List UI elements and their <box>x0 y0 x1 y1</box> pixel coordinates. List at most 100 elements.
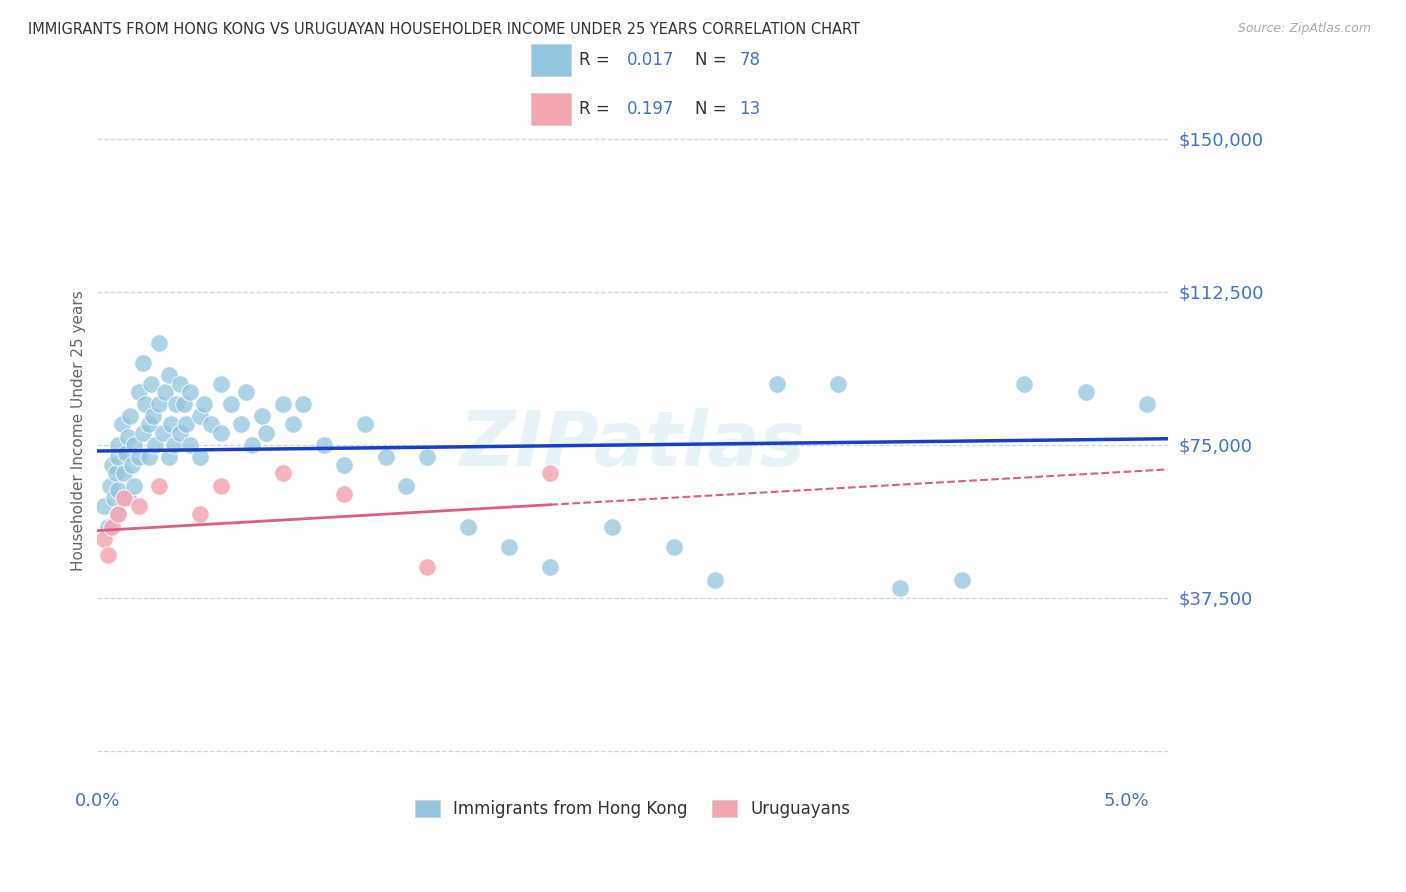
Point <box>416 560 439 574</box>
Point <box>100 519 122 533</box>
Text: N =: N = <box>695 51 731 69</box>
Text: 0.017: 0.017 <box>627 51 675 69</box>
Point <box>128 384 150 399</box>
Point <box>1136 397 1159 411</box>
Point <box>254 425 277 440</box>
Point <box>333 487 356 501</box>
Point <box>157 368 180 383</box>
Point <box>128 499 150 513</box>
Point <box>538 467 561 481</box>
Point <box>188 450 211 464</box>
Bar <box>531 94 571 126</box>
Point <box>131 356 153 370</box>
Point <box>107 483 129 497</box>
Text: N =: N = <box>695 101 731 119</box>
Point <box>128 450 150 464</box>
Point <box>173 397 195 411</box>
Text: 13: 13 <box>740 101 761 119</box>
Point <box>117 430 139 444</box>
Point <box>155 384 177 399</box>
Point <box>179 384 201 399</box>
Point <box>188 409 211 424</box>
Point <box>889 581 911 595</box>
Point <box>115 446 138 460</box>
Point <box>416 450 439 464</box>
Text: 0.197: 0.197 <box>627 101 675 119</box>
Point <box>271 467 294 481</box>
Bar <box>531 44 571 76</box>
Point <box>104 467 127 481</box>
Point <box>240 438 263 452</box>
Point <box>134 397 156 411</box>
Point <box>765 376 787 391</box>
Point <box>107 508 129 522</box>
Point <box>148 397 170 411</box>
Point <box>148 335 170 350</box>
Point <box>600 519 623 533</box>
Point <box>281 417 304 432</box>
Y-axis label: Householder Income Under 25 years: Householder Income Under 25 years <box>72 290 86 571</box>
Point <box>97 548 120 562</box>
Point <box>169 376 191 391</box>
Point <box>93 499 115 513</box>
Point <box>231 417 253 432</box>
Point <box>160 417 183 432</box>
Point <box>174 417 197 432</box>
Point <box>333 458 356 473</box>
Point <box>457 519 479 533</box>
Point <box>112 467 135 481</box>
Point <box>111 417 134 432</box>
Text: Source: ZipAtlas.com: Source: ZipAtlas.com <box>1237 22 1371 36</box>
Point <box>117 491 139 505</box>
Point <box>152 425 174 440</box>
Point <box>157 450 180 464</box>
Point <box>97 519 120 533</box>
Point <box>188 508 211 522</box>
Point <box>703 573 725 587</box>
Point <box>235 384 257 399</box>
Point <box>121 458 143 473</box>
Point <box>131 425 153 440</box>
Point <box>312 438 335 452</box>
Text: R =: R = <box>579 101 616 119</box>
Point <box>148 479 170 493</box>
Point <box>143 438 166 452</box>
Point <box>169 425 191 440</box>
Text: IMMIGRANTS FROM HONG KONG VS URUGUAYAN HOUSEHOLDER INCOME UNDER 25 YEARS CORRELA: IMMIGRANTS FROM HONG KONG VS URUGUAYAN H… <box>28 22 860 37</box>
Point <box>107 450 129 464</box>
Text: R =: R = <box>579 51 616 69</box>
Text: 78: 78 <box>740 51 761 69</box>
Point <box>395 479 418 493</box>
Point <box>120 409 142 424</box>
Point <box>193 397 215 411</box>
Point <box>209 425 232 440</box>
Point <box>209 479 232 493</box>
Point <box>354 417 377 432</box>
Point <box>112 491 135 505</box>
Point <box>827 376 849 391</box>
Point <box>950 573 973 587</box>
Point <box>124 438 146 452</box>
Point <box>662 540 685 554</box>
Point <box>219 397 242 411</box>
Text: ZIPatlas: ZIPatlas <box>460 408 806 482</box>
Point <box>271 397 294 411</box>
Point <box>138 450 160 464</box>
Point <box>200 417 222 432</box>
Point <box>209 376 232 391</box>
Point <box>1074 384 1097 399</box>
Point <box>162 438 184 452</box>
Point <box>250 409 273 424</box>
Point <box>165 397 187 411</box>
Point <box>93 532 115 546</box>
Point <box>374 450 396 464</box>
Point <box>107 438 129 452</box>
Point <box>538 560 561 574</box>
Point <box>98 479 121 493</box>
Point <box>292 397 315 411</box>
Point <box>498 540 520 554</box>
Point <box>100 458 122 473</box>
Point <box>138 417 160 432</box>
Point <box>139 376 162 391</box>
Point <box>179 438 201 452</box>
